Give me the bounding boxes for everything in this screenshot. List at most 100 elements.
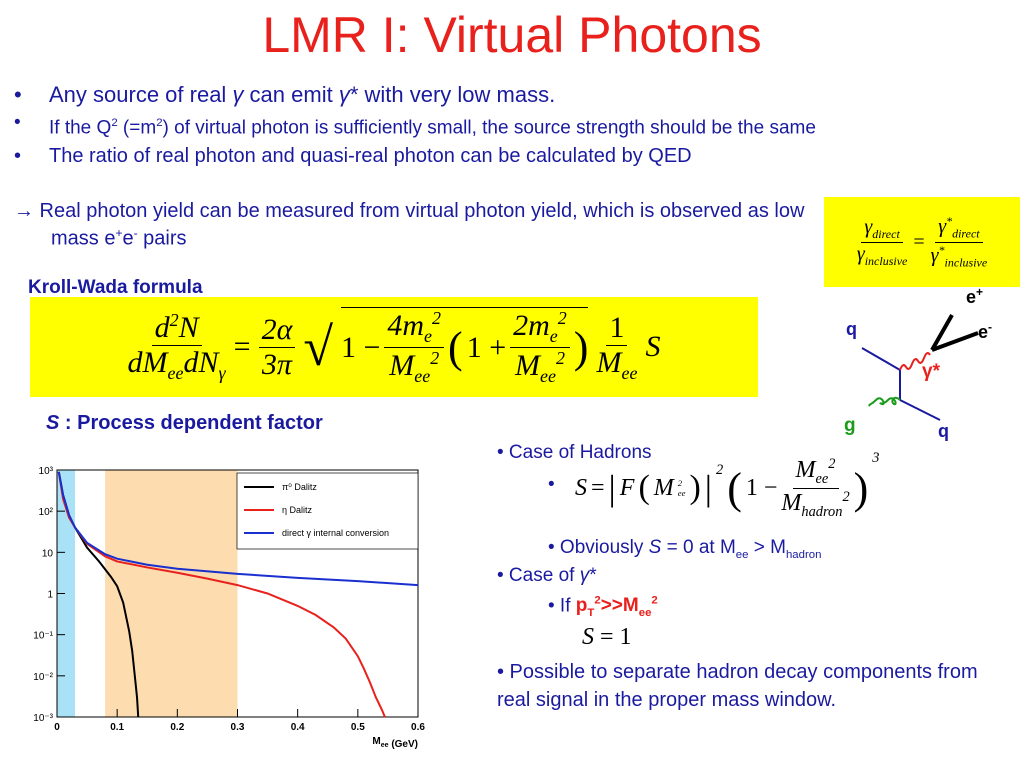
sqrt-sign: √ (303, 317, 333, 377)
f: γ (218, 363, 226, 383)
bullet-text: The ratio of real photon and quasi-real … (49, 145, 692, 168)
f: M (795, 456, 816, 483)
y-tick-label: 10³ (39, 466, 54, 477)
bullet-item: • The ratio of real photon and quasi-real… (14, 145, 1004, 168)
f: M (781, 489, 802, 516)
text-segment: 2 (651, 595, 658, 607)
f: 2 (677, 478, 683, 488)
text-segment: Any source of real (49, 82, 233, 107)
f: direct (872, 226, 900, 241)
y-tick-label: 10⁻³ (33, 713, 53, 724)
hadron-formula: S = | F(M 2 ee) | 2 (1 − Mee2 Mhadron2 ) 3 (575, 450, 880, 520)
text-segment: can emit (243, 82, 339, 107)
f: * (938, 242, 945, 257)
bullet-mark: • (14, 82, 22, 107)
bullet-mark: • (14, 145, 22, 168)
gamma-label: γ* (922, 361, 941, 382)
text-segment: p (575, 595, 588, 617)
x-label-part: M (372, 736, 380, 747)
text-segment: - (133, 226, 138, 240)
f: M (653, 474, 674, 501)
text-segment: γ (232, 82, 244, 107)
f: 2 (169, 310, 179, 330)
f: inclusive (944, 255, 988, 270)
f: = (913, 230, 925, 253)
text-segment: 2 (111, 117, 118, 129)
conclusion-text: → Real photon yield can be measured from… (14, 200, 841, 250)
text-segment: ) of virtual photon is sufficiently smal… (162, 117, 816, 139)
text-segment: hadron (785, 548, 822, 561)
s-label: S : Process dependent factor (46, 412, 323, 435)
hadrons-case: • Case of Hadrons (497, 442, 652, 463)
text-segment: + (115, 226, 123, 240)
text-segment: 2 (594, 595, 601, 607)
y-tick-label: 10² (39, 507, 54, 518)
bullets: • Any source of real γ can emit γ* with v… (14, 82, 1004, 168)
f: e (424, 326, 433, 346)
f: e (549, 326, 558, 346)
if-condition: pT2>>Mee2 (575, 595, 658, 620)
f: 3π (261, 347, 292, 381)
x-axis-label: Mee (GeV) (372, 736, 418, 750)
f: ee (815, 470, 829, 487)
f: S (575, 474, 587, 501)
x-label-sub: ee (381, 742, 389, 749)
x-tick-label: 0.2 (170, 722, 184, 733)
f: ee (167, 363, 184, 383)
bullet-mark: • (14, 112, 21, 133)
f: + (976, 285, 983, 299)
text-segment: * (589, 565, 597, 586)
f: 1 − (340, 330, 381, 364)
obviously-text: • Obviously S = 0 at Mee > Mhadron (548, 537, 821, 561)
f: * (946, 213, 953, 228)
f: M (389, 349, 415, 382)
f: e (966, 287, 976, 307)
f: e (978, 322, 988, 342)
text-segment: e (122, 227, 134, 250)
gluon-label: g (844, 415, 856, 436)
if-line: • If pT2>>Mee2 (548, 595, 658, 619)
f: S (645, 330, 661, 363)
x-label-part: (GeV) (389, 739, 418, 750)
f: 2 (842, 488, 850, 505)
series-line (57, 471, 419, 587)
q-in-label: q (846, 319, 857, 339)
f: S (582, 624, 594, 650)
s-symbol: S (46, 412, 60, 434)
f: ee (621, 362, 638, 383)
f: γ (938, 215, 947, 238)
text-segment: * with very low mass. (349, 82, 556, 107)
band (57, 470, 76, 717)
text-segment: ee (638, 607, 652, 620)
legend-label: η Dalitz (282, 505, 313, 515)
x-tick-label: 0.5 (351, 722, 365, 733)
bullet-item: • Any source of real γ can emit γ* with v… (14, 82, 1004, 108)
x-tick-label: 0 (54, 722, 60, 733)
y-tick-label: 10 (42, 548, 54, 559)
legend-label: direct γ internal conversion (282, 528, 389, 538)
f: ee (539, 366, 556, 386)
f: γ (856, 242, 865, 265)
f: N (178, 311, 199, 344)
bullet-item: • If the Q2 (=m2) of virtual photon is su… (14, 112, 1004, 139)
f: 1 − (745, 474, 778, 501)
text-segment: = 0 at M (661, 537, 736, 558)
x-tick-label: 0.3 (231, 722, 245, 733)
f: 2 (557, 308, 567, 328)
slide-title: LMR I: Virtual Photons (262, 7, 762, 63)
f: 2m (513, 309, 550, 342)
f: ee (677, 488, 686, 498)
f: ee (414, 366, 431, 386)
bullet-text: If the Q2 (=m2) of virtual photon is suf… (49, 112, 816, 139)
f: d (154, 311, 170, 344)
text-segment: ee (735, 548, 749, 561)
gamma-case: • Case of γ* (497, 565, 597, 587)
f: 1 (606, 311, 628, 346)
text-segment: S (648, 537, 662, 558)
f: dM (127, 346, 168, 379)
text-segment: 2 (156, 117, 163, 129)
f: inclusive (864, 253, 908, 268)
bullet-text: Any source of real γ can emit γ* with ve… (49, 82, 555, 108)
text-segment: pairs (137, 227, 187, 250)
formula-label: Kroll-Wada formula (28, 277, 203, 298)
